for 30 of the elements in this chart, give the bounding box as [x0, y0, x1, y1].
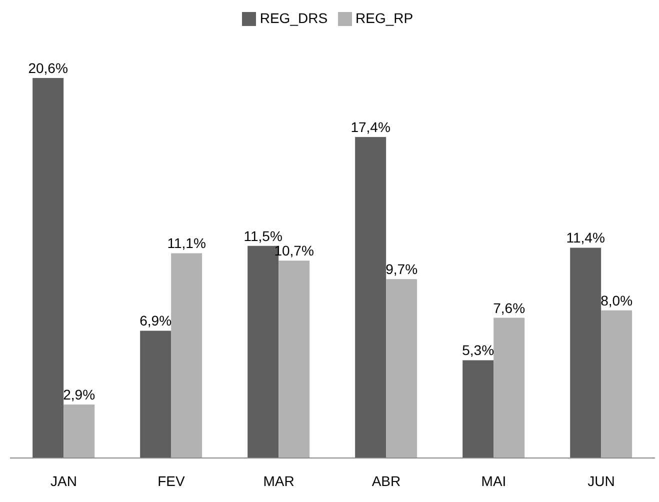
data-label: 17,4%	[350, 119, 390, 136]
data-label: 5,3%	[462, 342, 494, 358]
data-label: 7,6%	[493, 300, 526, 316]
x-tick-label: JUN	[588, 472, 615, 489]
x-tick-label: ABR	[372, 472, 401, 489]
bar	[601, 310, 632, 458]
data-label: 20,6%	[28, 60, 68, 76]
bar	[171, 253, 202, 458]
data-label: 11,5%	[244, 228, 282, 244]
data-label: 2,9%	[63, 386, 96, 403]
bar	[570, 248, 602, 458]
x-tick-label: FEV	[158, 472, 186, 489]
data-label: 11,1%	[167, 235, 206, 252]
x-tick-label: MAI	[481, 472, 506, 489]
bar	[278, 260, 310, 458]
data-label: 6,9%	[140, 312, 172, 329]
data-label: 9,7%	[386, 261, 418, 278]
x-tick-label: JAN	[50, 472, 77, 489]
legend-label: REG_RP	[356, 10, 414, 26]
x-tick-label: MAR	[263, 472, 294, 489]
bar	[140, 330, 172, 458]
bar	[64, 404, 95, 458]
legend-label: REG_DRS	[260, 10, 328, 26]
data-label: 8,0%	[600, 292, 633, 308]
data-label: 11,4%	[566, 230, 605, 246]
bar	[355, 137, 386, 458]
bar	[462, 360, 494, 458]
bar	[386, 279, 418, 458]
bar	[494, 318, 525, 458]
bar	[32, 78, 64, 458]
